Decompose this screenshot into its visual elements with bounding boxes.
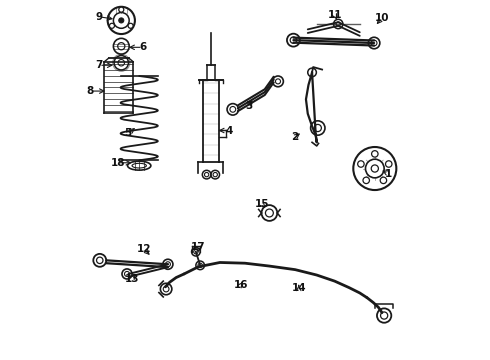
- Circle shape: [128, 23, 133, 28]
- Text: 3: 3: [245, 102, 252, 112]
- Text: 12: 12: [137, 244, 151, 254]
- Text: 18: 18: [110, 158, 125, 168]
- Text: 5: 5: [124, 129, 132, 138]
- Circle shape: [380, 177, 387, 184]
- Circle shape: [358, 161, 364, 167]
- Text: 9: 9: [96, 12, 103, 22]
- Text: 7: 7: [96, 60, 103, 70]
- Text: 16: 16: [233, 280, 248, 290]
- Circle shape: [119, 18, 124, 23]
- Text: 17: 17: [191, 242, 206, 252]
- Circle shape: [363, 177, 369, 184]
- Text: 10: 10: [375, 13, 389, 23]
- Text: 14: 14: [292, 283, 306, 293]
- Text: 6: 6: [139, 42, 147, 52]
- Text: 11: 11: [327, 10, 342, 20]
- Circle shape: [109, 23, 115, 28]
- Text: 13: 13: [125, 274, 139, 284]
- Text: 1: 1: [385, 168, 392, 179]
- Circle shape: [371, 151, 378, 157]
- Text: 2: 2: [292, 132, 299, 142]
- Circle shape: [119, 7, 124, 12]
- Text: 15: 15: [255, 199, 270, 210]
- Circle shape: [386, 161, 392, 167]
- Text: 8: 8: [86, 86, 94, 96]
- Text: 4: 4: [225, 126, 233, 135]
